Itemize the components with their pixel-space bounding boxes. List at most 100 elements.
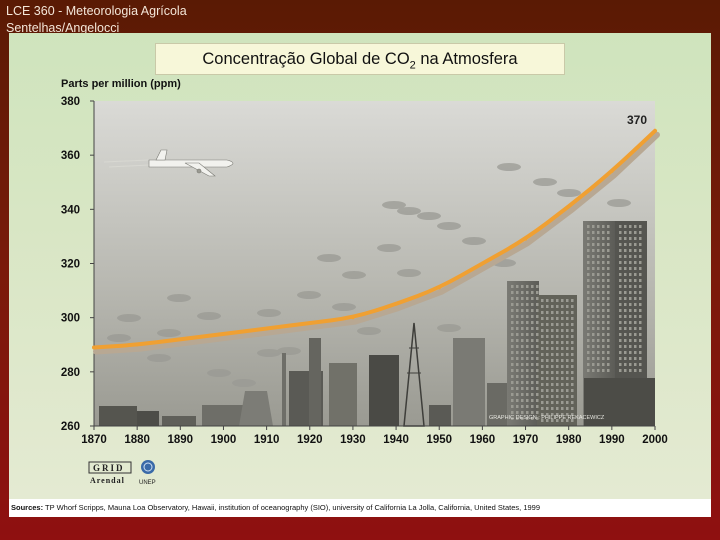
window <box>607 243 610 246</box>
window <box>639 291 642 294</box>
window <box>619 279 622 282</box>
window <box>619 309 622 312</box>
window <box>597 255 600 258</box>
window <box>619 357 622 360</box>
cloud-puff <box>377 244 401 252</box>
window <box>521 393 524 396</box>
window <box>526 399 529 402</box>
data-point-1870 <box>92 345 96 350</box>
window <box>526 291 529 294</box>
window <box>592 237 595 240</box>
window <box>521 357 524 360</box>
window <box>526 339 529 342</box>
window <box>551 401 554 404</box>
window <box>556 347 559 350</box>
window <box>561 407 564 410</box>
window <box>521 381 524 384</box>
window <box>521 387 524 390</box>
window <box>521 345 524 348</box>
window <box>587 339 590 342</box>
window <box>587 303 590 306</box>
window <box>521 327 524 330</box>
window <box>587 309 590 312</box>
y-tick-label: 260 <box>61 421 80 433</box>
window <box>521 285 524 288</box>
window <box>516 363 519 366</box>
window <box>607 225 610 228</box>
window <box>566 383 569 386</box>
window <box>619 273 622 276</box>
window <box>602 285 605 288</box>
window <box>546 359 549 362</box>
window <box>536 333 539 336</box>
window <box>592 363 595 366</box>
window <box>592 357 595 360</box>
window <box>619 231 622 234</box>
window <box>531 333 534 336</box>
window <box>629 333 632 336</box>
window <box>561 383 564 386</box>
window <box>556 365 559 368</box>
window <box>566 335 569 338</box>
window <box>531 411 534 414</box>
x-tick-label: 1950 <box>426 434 452 446</box>
window <box>602 237 605 240</box>
window <box>531 315 534 318</box>
window <box>587 315 590 318</box>
window <box>607 231 610 234</box>
window <box>602 327 605 330</box>
window <box>521 411 524 414</box>
window <box>629 255 632 258</box>
window <box>566 413 569 416</box>
window <box>571 371 574 374</box>
window <box>551 371 554 374</box>
window <box>602 273 605 276</box>
window <box>639 363 642 366</box>
window <box>546 413 549 416</box>
window <box>619 321 622 324</box>
window <box>561 335 564 338</box>
window <box>629 231 632 234</box>
window <box>629 273 632 276</box>
window <box>634 291 637 294</box>
x-tick-label: 1960 <box>470 434 496 446</box>
window <box>521 291 524 294</box>
window <box>536 387 539 390</box>
window <box>561 413 564 416</box>
window <box>639 321 642 324</box>
window <box>602 225 605 228</box>
window <box>526 303 529 306</box>
window <box>511 381 514 384</box>
window <box>511 333 514 336</box>
x-tick-label: 1870 <box>81 434 107 446</box>
window <box>546 389 549 392</box>
data-point-1930 <box>351 316 355 320</box>
window <box>634 279 637 282</box>
window <box>639 243 642 246</box>
window <box>521 333 524 336</box>
window <box>597 351 600 354</box>
window <box>624 261 627 264</box>
window <box>526 411 529 414</box>
window <box>639 231 642 234</box>
window <box>521 417 524 420</box>
window <box>629 357 632 360</box>
window <box>597 261 600 264</box>
window <box>561 341 564 344</box>
cloud-puff <box>107 334 131 342</box>
window <box>619 255 622 258</box>
y-tick-label: 380 <box>61 96 80 108</box>
y-tick-label: 340 <box>61 204 80 216</box>
window <box>634 255 637 258</box>
window <box>531 327 534 330</box>
window <box>536 417 539 420</box>
window <box>561 311 564 314</box>
window <box>597 231 600 234</box>
window <box>546 305 549 308</box>
data-point-1890 <box>178 337 182 341</box>
window <box>526 315 529 318</box>
window <box>516 297 519 300</box>
window <box>551 377 554 380</box>
window <box>571 383 574 386</box>
y-tick-label: 300 <box>61 313 80 325</box>
